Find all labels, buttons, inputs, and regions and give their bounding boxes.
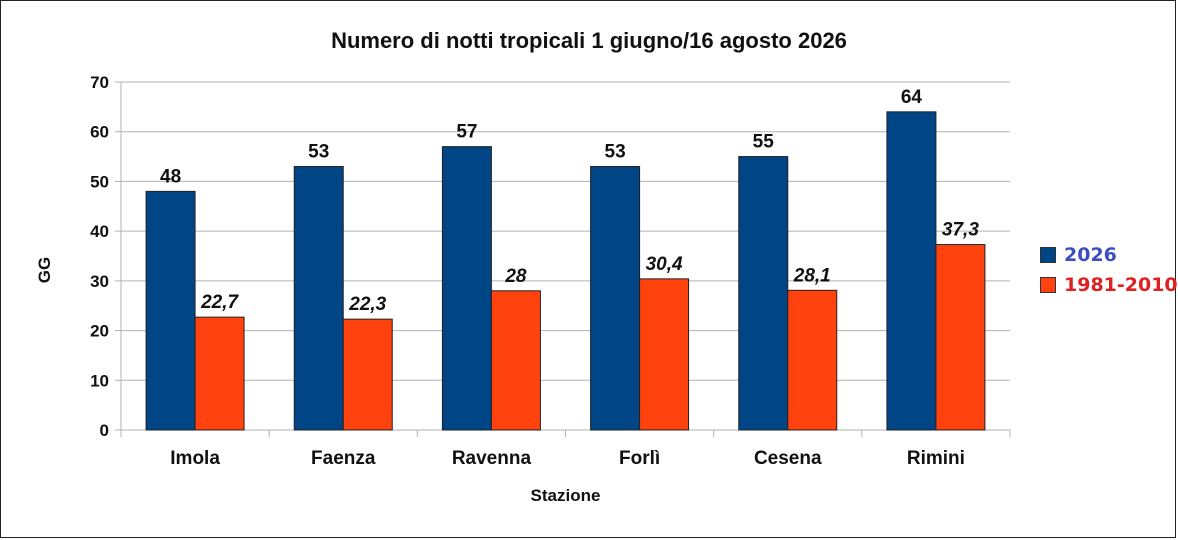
y-tick-label: 0: [100, 421, 109, 440]
bar-2026: [738, 156, 789, 431]
x-axis-title: Stazione: [531, 486, 601, 505]
y-tick-label: 60: [90, 123, 109, 142]
y-tick-label: 50: [90, 172, 109, 191]
legend-item: 1981-2010: [1040, 270, 1178, 300]
x-tick-label: Cesena: [754, 448, 822, 469]
y-tick-label: 10: [90, 371, 109, 390]
bar-1981-2010: [787, 289, 838, 431]
chart-title: Numero di notti tropicali 1 giugno/16 ag…: [331, 28, 847, 53]
y-tick-label: 40: [90, 222, 109, 241]
bar-2026: [293, 166, 344, 431]
data-label: 55: [753, 132, 775, 153]
bar-2026: [145, 190, 196, 431]
bar-1981-2010: [935, 244, 986, 431]
x-tick-label: Faenza: [311, 448, 376, 469]
data-label: 64: [901, 87, 923, 108]
legend: 2026 1981-2010: [1040, 240, 1178, 300]
bar-1981-2010: [490, 290, 541, 431]
data-label: 53: [605, 142, 626, 163]
data-label: 28,1: [793, 265, 831, 286]
legend-swatch: [1040, 247, 1056, 263]
bar-1981-2010: [342, 318, 393, 431]
data-label: 37,3: [942, 220, 979, 241]
legend-swatch: [1040, 277, 1056, 293]
data-label: 48: [160, 166, 181, 187]
x-tick-label: Rimini: [907, 448, 965, 469]
x-tick-label: Forlì: [619, 448, 660, 469]
legend-label: 2026: [1064, 244, 1117, 266]
legend-item: 2026: [1040, 240, 1178, 270]
data-label: 53: [308, 142, 329, 163]
y-axis-title: GG: [35, 257, 54, 283]
data-label: 57: [456, 122, 477, 143]
data-label: 28: [504, 266, 527, 287]
y-tick-label: 70: [90, 73, 109, 92]
y-tick-label: 30: [90, 272, 109, 291]
x-tick-label: Imola: [170, 448, 220, 469]
legend-label: 1981-2010: [1064, 274, 1178, 296]
data-label: 30,4: [646, 254, 683, 275]
y-tick-label: 20: [90, 322, 109, 341]
bar-2026: [441, 146, 492, 431]
bar-2026: [590, 166, 641, 431]
bar-1981-2010: [639, 278, 690, 431]
data-label: 22,3: [348, 294, 386, 315]
bar-1981-2010: [194, 316, 245, 431]
bar-2026: [886, 111, 937, 431]
data-label: 22,7: [200, 292, 239, 313]
x-tick-label: Ravenna: [452, 448, 532, 469]
